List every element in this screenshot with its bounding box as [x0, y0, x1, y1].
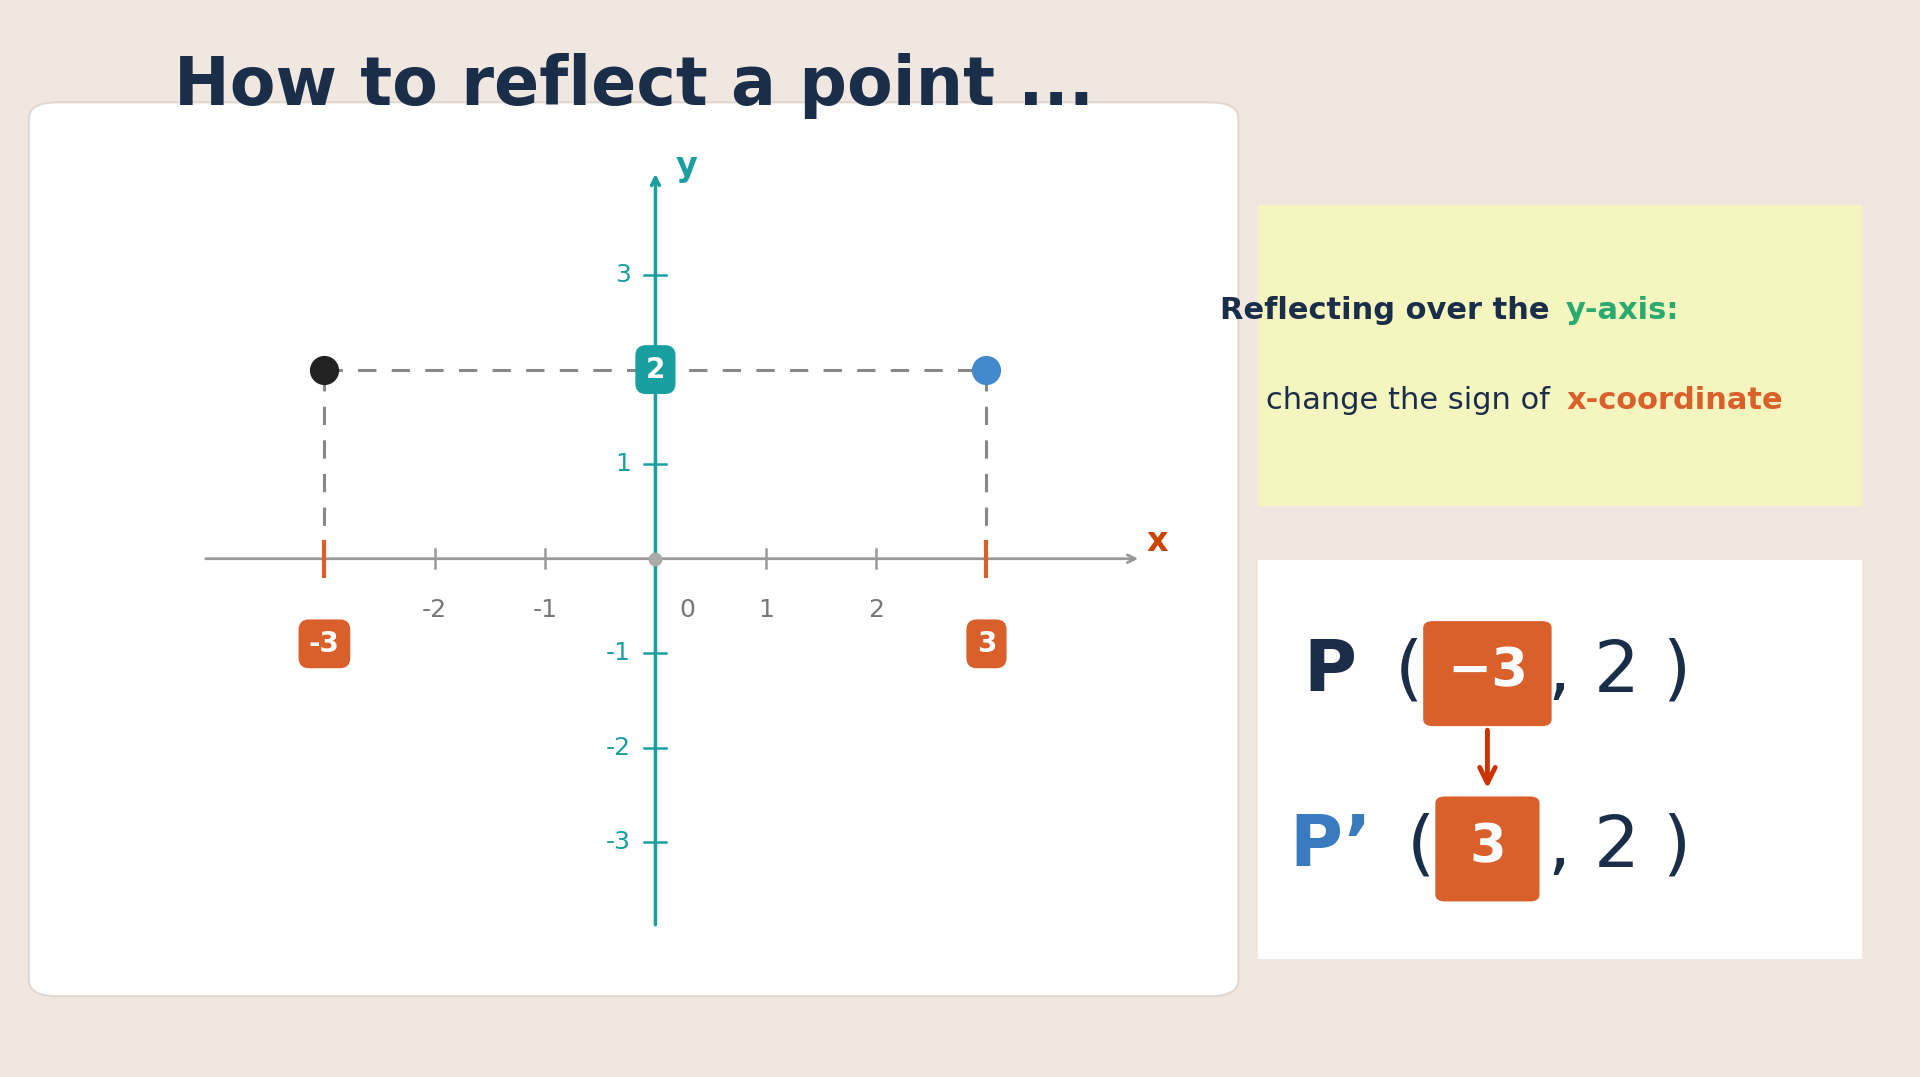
Text: -3: -3 — [309, 630, 340, 658]
Text: y-axis:: y-axis: — [1567, 296, 1680, 324]
Text: , 2 ): , 2 ) — [1548, 638, 1692, 707]
FancyBboxPatch shape — [1436, 797, 1538, 900]
Text: x: x — [1146, 526, 1167, 558]
Text: 0: 0 — [680, 599, 695, 623]
Text: 3: 3 — [977, 630, 996, 658]
Text: −3: −3 — [1448, 645, 1528, 698]
Text: 1: 1 — [614, 452, 632, 476]
Text: -1: -1 — [607, 641, 632, 666]
Text: P: P — [1304, 638, 1357, 707]
Text: x-coordinate: x-coordinate — [1567, 387, 1782, 415]
Text: 3: 3 — [1469, 821, 1505, 873]
Text: -2: -2 — [607, 736, 632, 760]
Text: -2: -2 — [422, 599, 447, 623]
FancyBboxPatch shape — [1425, 621, 1551, 726]
Text: Reflecting over the: Reflecting over the — [1219, 296, 1559, 324]
Text: (: ( — [1407, 812, 1434, 881]
FancyBboxPatch shape — [1240, 196, 1880, 515]
Text: 2: 2 — [868, 599, 883, 623]
Text: How to reflect a point ...: How to reflect a point ... — [173, 53, 1094, 120]
Text: P’: P’ — [1288, 812, 1371, 881]
Text: y: y — [676, 150, 697, 183]
Text: -1: -1 — [532, 599, 557, 623]
Text: -3: -3 — [607, 830, 632, 854]
Text: (: ( — [1394, 638, 1423, 707]
FancyBboxPatch shape — [1240, 548, 1880, 970]
Text: 3: 3 — [614, 263, 632, 288]
Text: 2: 2 — [645, 355, 664, 383]
Text: change the sign of: change the sign of — [1267, 387, 1559, 415]
Text: 1: 1 — [758, 599, 774, 623]
Text: , 2 ): , 2 ) — [1548, 812, 1692, 881]
